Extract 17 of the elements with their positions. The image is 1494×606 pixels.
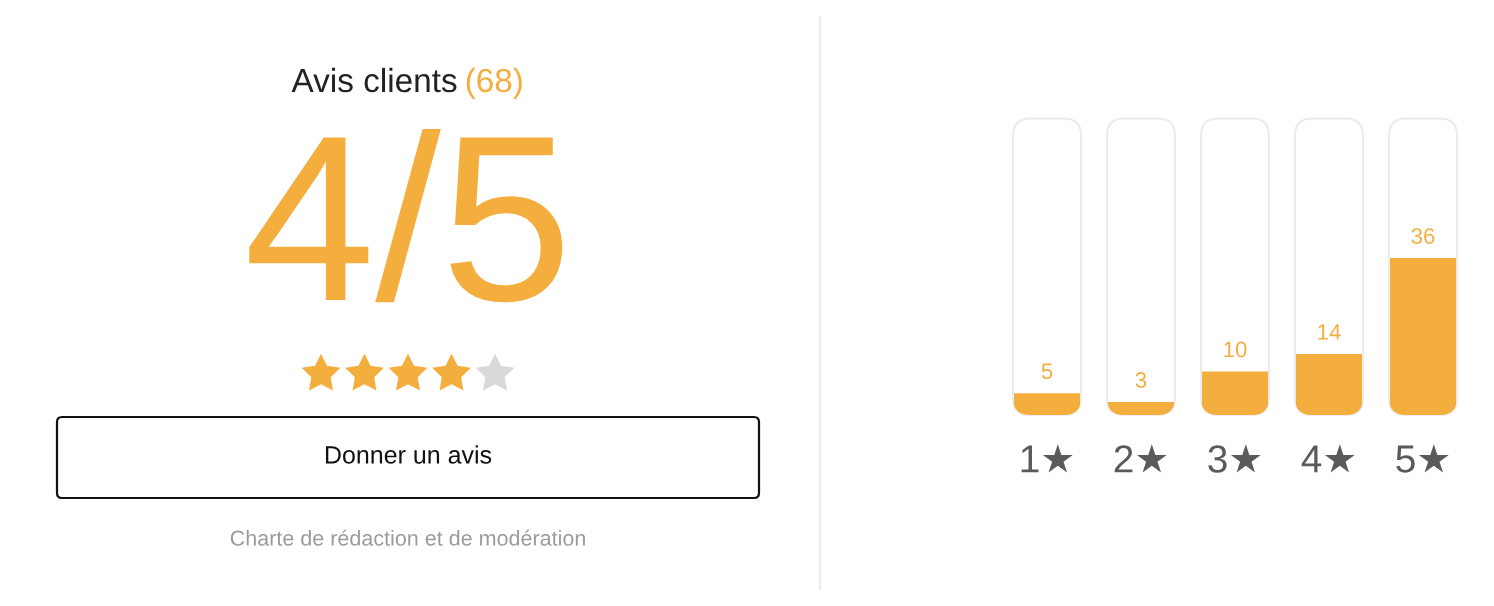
text: Charte de rédaction et de modération xyxy=(230,529,585,546)
data-label: 5 xyxy=(1041,363,1053,380)
data-label: 3 xyxy=(1135,372,1147,388)
data-label: 36 xyxy=(1411,228,1435,244)
x-tick-label: 2★ xyxy=(1114,444,1167,473)
text: Avis clients (68) xyxy=(291,67,522,99)
bar xyxy=(1014,393,1080,415)
text: Donner un avis xyxy=(325,445,492,464)
text: 4/5 xyxy=(249,128,563,303)
x-tick-label: 5★ xyxy=(1396,444,1449,473)
bar xyxy=(1296,353,1362,415)
x-tick-label: 1★ xyxy=(1021,444,1073,473)
bar xyxy=(1202,371,1268,415)
data-label: 10 xyxy=(1224,341,1247,358)
data-label: 14 xyxy=(1318,324,1341,340)
x-tick-label: 4★ xyxy=(1301,444,1355,473)
x-tick-label: 3★ xyxy=(1208,444,1261,473)
